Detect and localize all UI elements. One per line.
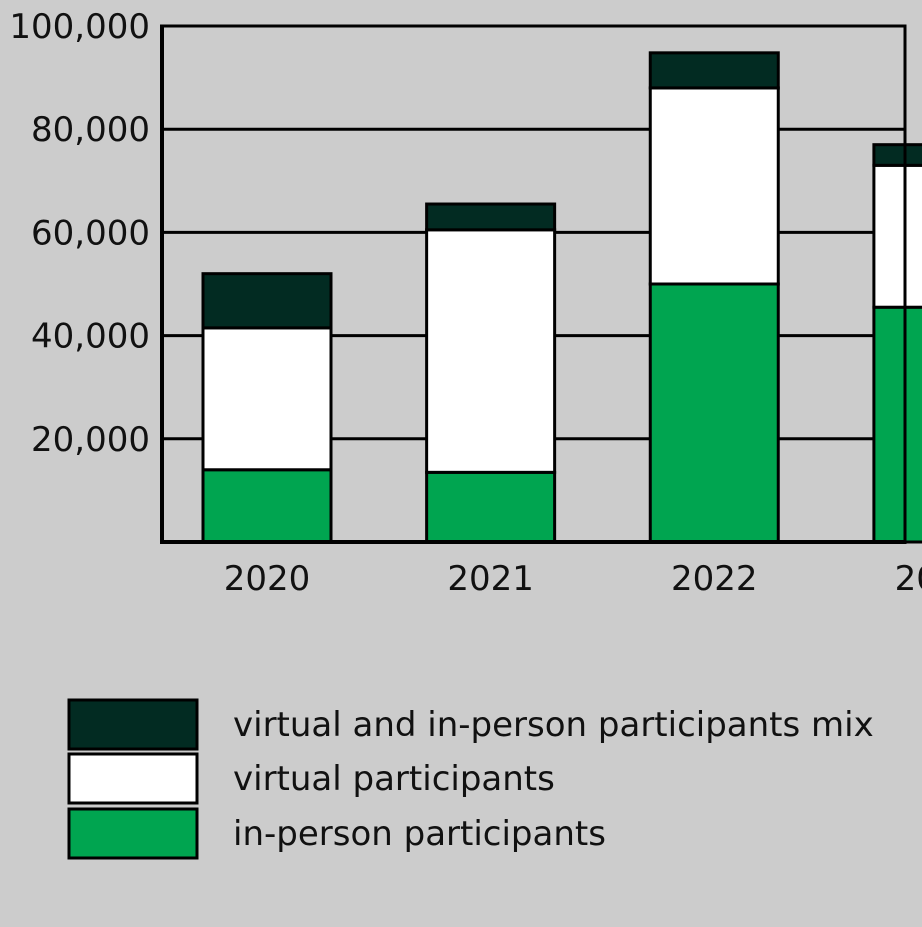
y-tick-label: 80,000 xyxy=(31,110,150,150)
bar-segment-2020-1 xyxy=(201,326,333,472)
legend-swatch xyxy=(67,752,199,805)
legend-label: virtual participants xyxy=(233,759,555,799)
y-tick-label: 20,000 xyxy=(31,420,150,460)
y-tick-label: 100,000 xyxy=(9,7,150,47)
y-tick-label: 60,000 xyxy=(31,213,150,253)
bar-segment-2021-0 xyxy=(425,470,557,544)
x-tick-label: 2020 xyxy=(224,559,311,599)
bar-segment-2020-2 xyxy=(201,272,333,330)
legend-swatch xyxy=(67,698,199,751)
legend-swatch xyxy=(67,807,199,860)
bar-segment-2021-1 xyxy=(425,228,557,474)
legend: virtual and in-person participants mix vi… xyxy=(67,698,874,860)
bar-segment-2021-2 xyxy=(425,202,557,232)
x-axis-ticks: 2020 2021 2022 2023 xyxy=(224,559,922,599)
x-tick-label: 2022 xyxy=(671,559,758,599)
y-axis-ticks: 20,000 40,000 60,000 80,000 100,000 xyxy=(9,7,150,460)
bar-segment-2020-0 xyxy=(201,468,333,544)
bar-segment-2023-1 xyxy=(872,163,922,309)
bar-segment-2022-1 xyxy=(648,86,780,286)
bar-segment-2022-0 xyxy=(648,282,780,544)
plot-frame xyxy=(160,24,907,544)
y-tick-label: 40,000 xyxy=(31,317,150,357)
bar-segment-2022-2 xyxy=(648,51,780,90)
bar-segment-2023-0 xyxy=(872,305,922,544)
bars xyxy=(201,51,922,544)
legend-label: virtual and in-person participants mix xyxy=(233,705,874,745)
x-tick-label: 2021 xyxy=(447,559,534,599)
x-tick-label: 2023 xyxy=(895,559,922,599)
bar-segment-2023-2 xyxy=(872,143,922,167)
legend-label: in-person participants xyxy=(233,814,606,854)
